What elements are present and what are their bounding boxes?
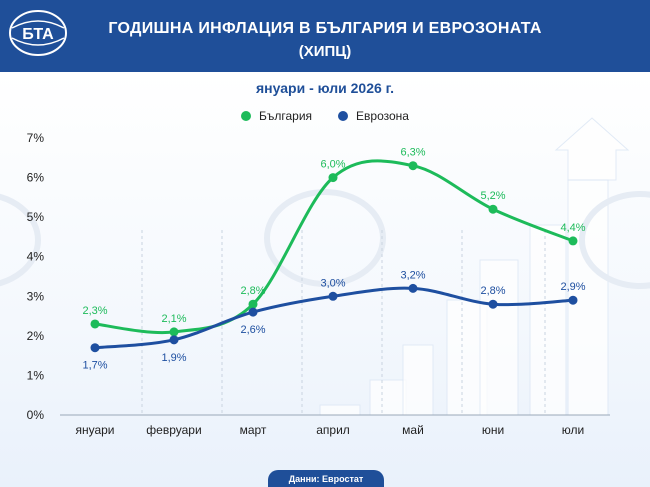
data-point xyxy=(488,299,498,309)
data-point xyxy=(408,283,418,293)
bta-logo-icon: БТА xyxy=(9,10,67,56)
decor-bar-4 xyxy=(479,259,519,416)
data-point xyxy=(90,319,100,329)
y-tick-label: 2% xyxy=(27,329,45,343)
y-tick-label: 6% xyxy=(27,171,45,185)
data-label: 3,2% xyxy=(400,269,425,281)
decor-arrow xyxy=(554,117,630,181)
y-tick-label: 5% xyxy=(27,210,45,224)
legend-label-eurozone: Еврозона xyxy=(356,109,409,123)
data-label: 2,1% xyxy=(161,313,186,325)
chart-title: ГОДИШНА ИНФЛАЦИЯ В БЪЛГАРИЯ И ЕВРОЗОНАТА xyxy=(108,20,542,37)
data-label: 3,0% xyxy=(320,277,345,289)
data-point xyxy=(328,173,338,183)
x-tick-label: януари xyxy=(75,423,114,437)
y-tick-label: 0% xyxy=(27,408,45,422)
chart-grid xyxy=(60,230,610,416)
legend-item-eurozone: Еврозона xyxy=(338,109,409,123)
watermark-logo-0 xyxy=(264,189,386,287)
y-tick-label: 1% xyxy=(27,368,45,382)
legend-marker-bulgaria xyxy=(241,111,251,121)
data-label: 2,8% xyxy=(240,285,265,297)
source-note: Данни: Евростат xyxy=(268,470,384,487)
data-point xyxy=(408,161,418,171)
x-tick-label: март xyxy=(240,423,267,437)
data-point xyxy=(568,295,578,305)
decor-bar-5 xyxy=(529,224,567,416)
y-axis: 0% 1% 2% 3% 4% 5% 6% 7% xyxy=(27,131,45,422)
data-label: 2,6% xyxy=(240,324,265,336)
x-axis: януари февруари март април май юни юли xyxy=(75,423,584,437)
chart-subtitle: януари - юли 2026 г. xyxy=(256,80,394,96)
chart-legend: България Еврозона xyxy=(0,107,650,125)
data-label: 6,0% xyxy=(320,159,345,171)
legend-label-bulgaria: България xyxy=(259,109,313,123)
data-label: 2,8% xyxy=(480,285,505,297)
data-point xyxy=(248,299,258,309)
watermark-logo-2 xyxy=(579,191,650,289)
legend-marker-eurozone xyxy=(338,111,349,121)
data-label: 2,9% xyxy=(560,281,585,293)
x-tick-label: юли xyxy=(562,423,584,437)
header-bar: БТА ГОДИШНА ИНФЛАЦИЯ В БЪЛГАРИЯ И ЕВРОЗО… xyxy=(0,0,650,72)
x-tick-label: април xyxy=(316,423,350,437)
data-point xyxy=(169,327,179,337)
data-label: 1,9% xyxy=(161,352,186,364)
data-point xyxy=(488,204,498,214)
logo-text: БТА xyxy=(22,26,54,43)
decor-bar-0 xyxy=(319,404,361,416)
chart-title-sub: (ХИПЦ) xyxy=(298,43,352,60)
data-point xyxy=(90,343,100,353)
data-label: 4,4% xyxy=(560,222,585,234)
background-decoration xyxy=(0,117,650,416)
chart-series: 2,3% 2,1% 2,8% 6,0% 6,3% 5,2% 4,4% 1,7% 1,9% 2,6%… xyxy=(82,147,585,372)
data-label: 5,2% xyxy=(480,190,505,202)
data-point xyxy=(328,291,338,301)
data-point xyxy=(248,307,258,317)
y-tick-label: 3% xyxy=(27,289,45,303)
data-label: 1,7% xyxy=(82,360,107,372)
x-tick-label: февруари xyxy=(146,423,201,437)
decor-bar-1 xyxy=(369,379,407,416)
watermark-logo-1 xyxy=(0,193,41,287)
data-point xyxy=(169,335,179,345)
y-tick-label: 4% xyxy=(27,250,45,264)
x-tick-label: юни xyxy=(482,423,504,437)
data-point xyxy=(568,236,578,246)
data-label: 6,3% xyxy=(400,147,425,159)
data-label: 2,3% xyxy=(82,305,107,317)
x-tick-label: май xyxy=(402,423,424,437)
y-tick-label: 7% xyxy=(27,131,45,145)
decor-bar-2 xyxy=(402,344,434,416)
legend-item-bulgaria: България xyxy=(241,109,312,123)
